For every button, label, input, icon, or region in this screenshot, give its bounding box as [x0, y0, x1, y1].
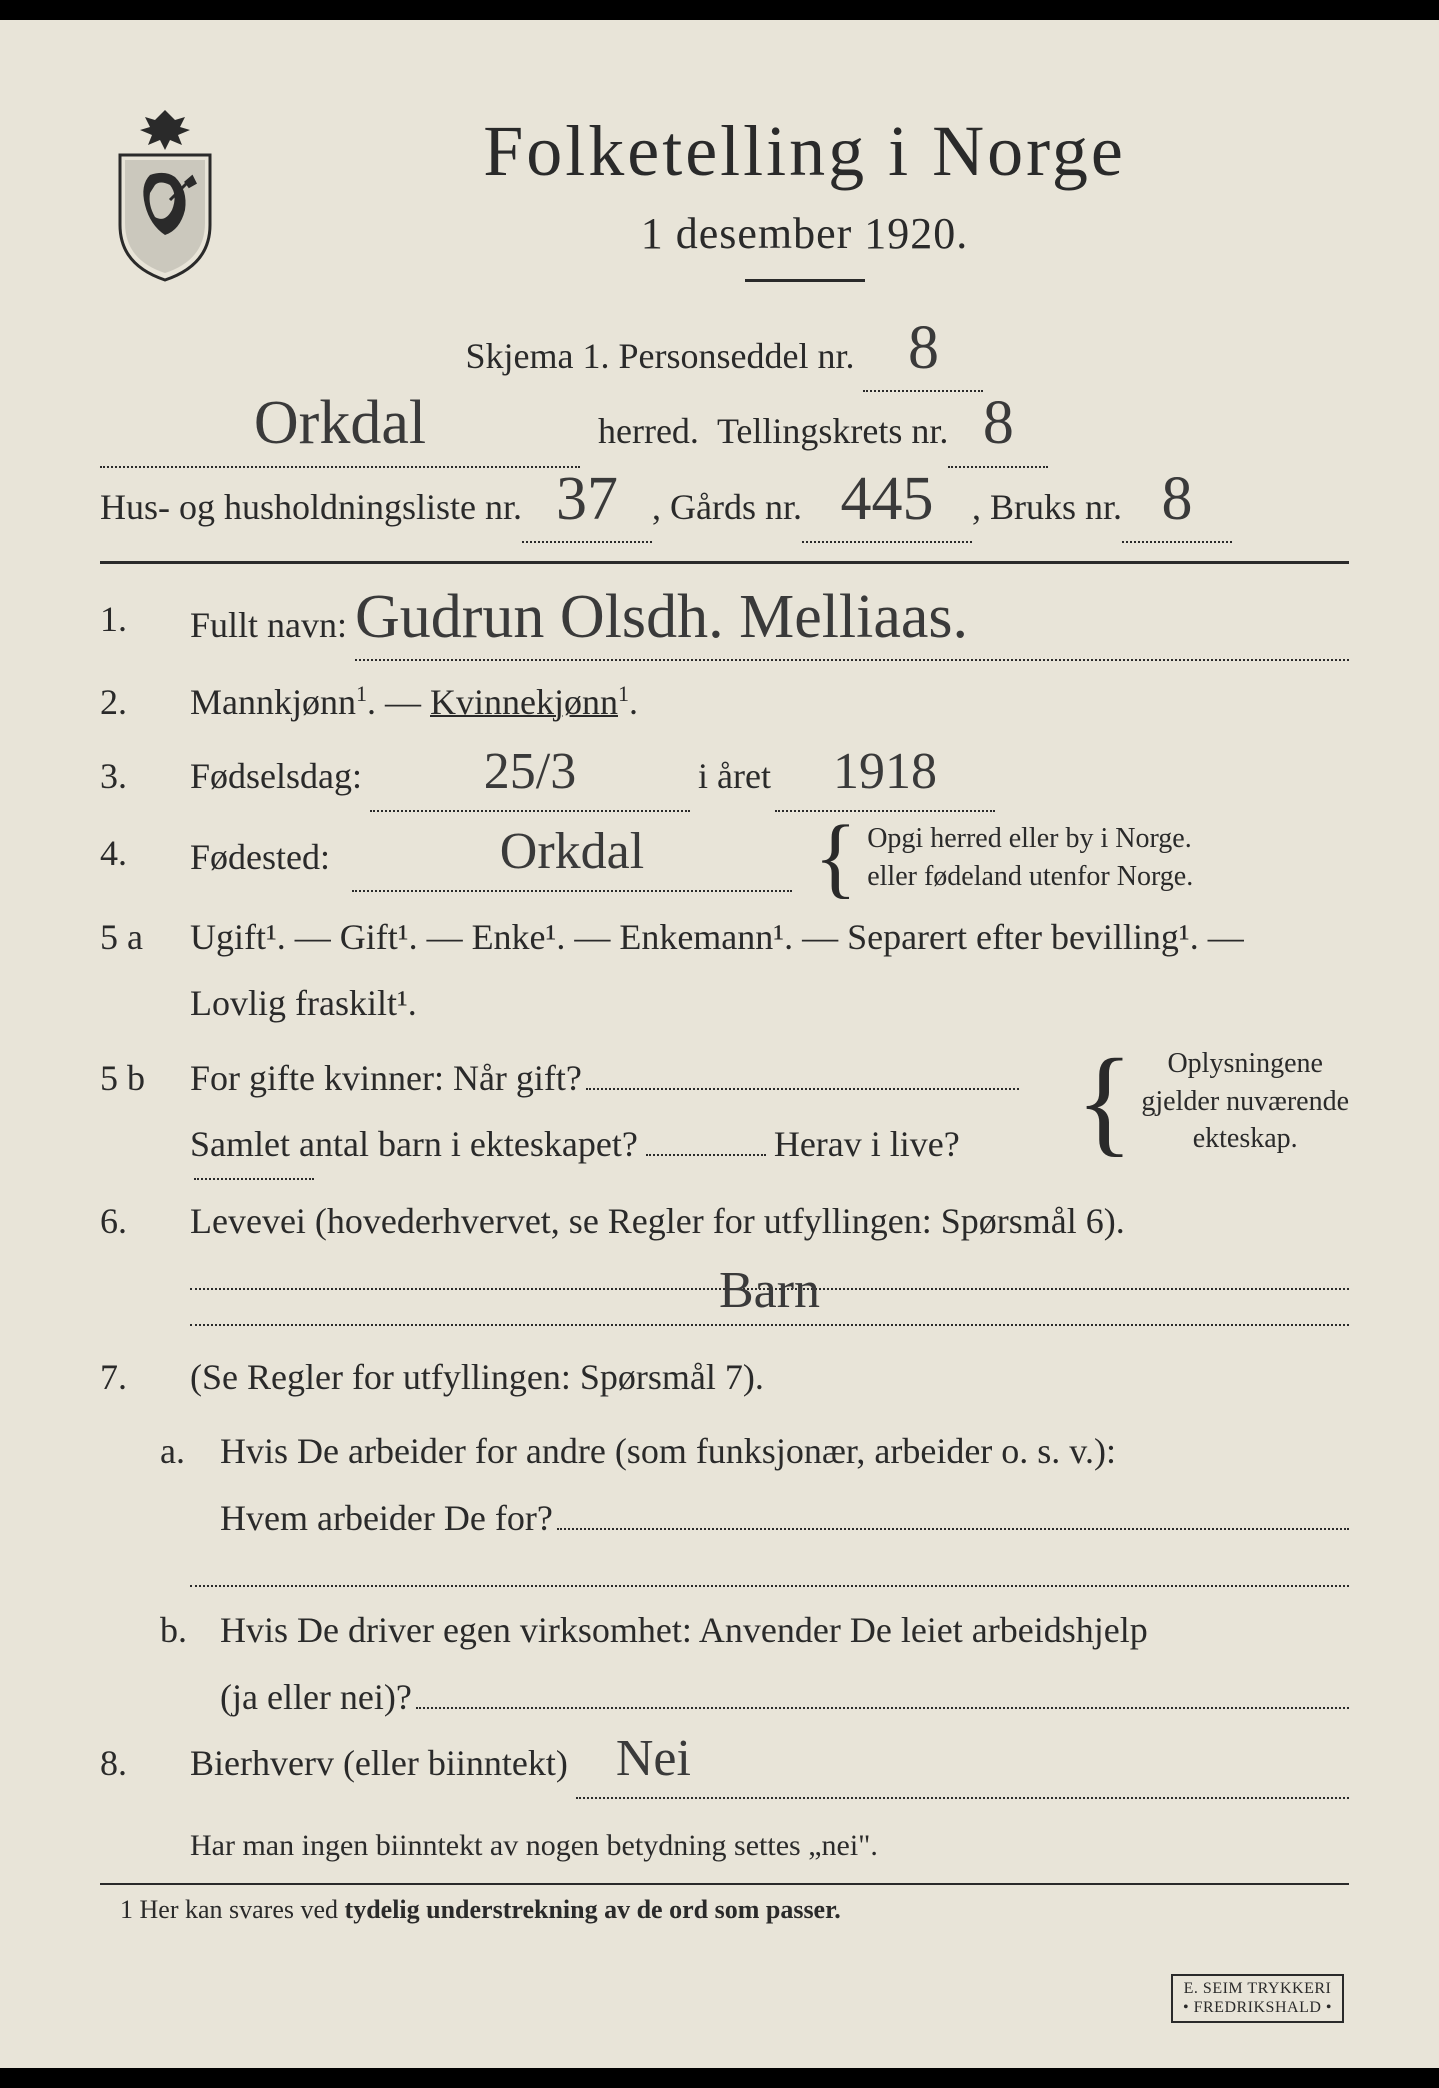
q8-num: 8.	[100, 1730, 190, 1799]
q7a: a. Hvis De arbeider for andre (som funks…	[160, 1418, 1349, 1551]
herred-label: herred.	[598, 397, 699, 465]
q5b-num: 5 b	[100, 1045, 190, 1180]
q4-value: Orkdal	[500, 826, 644, 878]
q5a-text2: Lovlig fraskilt¹.	[190, 983, 417, 1023]
q7-num: 7.	[100, 1344, 190, 1411]
q7a-text1: Hvis De arbeider for andre (som funksjon…	[220, 1431, 1116, 1471]
q6: 6. Levevei (hovederhvervet, se Regler fo…	[100, 1188, 1349, 1255]
q7a-text2: Hvem arbeider De for?	[220, 1485, 553, 1552]
q7b: b. Hvis De driver egen virksomhet: Anven…	[160, 1597, 1349, 1730]
footnote: 1 Her kan svares ved tydelig understrekn…	[120, 1895, 1349, 1925]
q1-value: Gudrun Olsdh. Melliaas.	[355, 586, 968, 648]
title-divider	[745, 279, 865, 282]
hus-label: Hus- og husholdningsliste nr.	[100, 473, 522, 541]
divider-2	[100, 1883, 1349, 1885]
gards-nr: 445	[841, 468, 934, 530]
header: Folketelling i Norge 1 desember 1920.	[100, 90, 1349, 307]
q7a-letter: a.	[160, 1418, 220, 1551]
q5b-l2b: Herav i live?	[774, 1111, 960, 1178]
title-block: Folketelling i Norge 1 desember 1920.	[260, 90, 1349, 307]
printer-stamp: E. SEIM TRYKKERI • FREDRIKSHALD •	[1171, 1974, 1344, 2023]
q5b-l1a: For gifte kvinner: Når gift?	[190, 1045, 582, 1112]
q7b-letter: b.	[160, 1597, 220, 1730]
q5a: 5 a Ugift¹. — Gift¹. — Enke¹. — Enkemann…	[100, 904, 1349, 1037]
meta-line-3: Hus- og husholdningsliste nr. 37 , Gårds…	[100, 468, 1349, 543]
tellingskrets-nr: 8	[983, 392, 1014, 454]
q8-label: Bierhverv (eller biinntekt)	[190, 1730, 568, 1797]
q3-num: 3.	[100, 743, 190, 812]
q7b-text2: (ja eller nei)?	[220, 1664, 412, 1731]
q5b: 5 b For gifte kvinner: Når gift? Samlet …	[100, 1045, 1349, 1180]
q1-num: 1.	[100, 586, 190, 661]
page-subtitle: 1 desember 1920.	[260, 208, 1349, 259]
q8-value: Nei	[616, 1733, 691, 1785]
q2: 2. Mannkjønn1. — Kvinnekjønn1.	[100, 669, 1349, 736]
bruks-nr: 8	[1162, 468, 1193, 530]
q7: 7. (Se Regler for utfyllingen: Spørsmål …	[100, 1344, 1349, 1411]
page-title: Folketelling i Norge	[260, 110, 1349, 193]
q6-value-line: Barn	[190, 1265, 1349, 1291]
q4: 4. Fødested: Orkdal { Opgi herred eller …	[100, 820, 1349, 896]
gards-label: , Gårds nr.	[652, 473, 802, 541]
bruks-label: , Bruks nr.	[972, 473, 1122, 541]
q7b-text1: Hvis De driver egen virksomhet: Anvender…	[220, 1610, 1148, 1650]
q2-num: 2.	[100, 669, 190, 736]
q5b-side-note: { Oplysningene gjelder nuværende ekteska…	[1076, 1045, 1349, 1158]
q2-end: .	[629, 682, 638, 722]
tellingskrets-label: Tellingskrets nr.	[717, 397, 948, 465]
q2-dash: . —	[367, 682, 421, 722]
q1-label: Fullt navn:	[190, 592, 347, 659]
q1: 1. Fullt navn: Gudrun Olsdh. Melliaas.	[100, 586, 1349, 661]
q4-num: 4.	[100, 820, 190, 896]
skjema-label: Skjema 1. Personseddel nr.	[466, 336, 855, 376]
q8: 8. Bierhverv (eller biinntekt) Nei	[100, 1730, 1349, 1799]
q3-mid: i året	[698, 743, 771, 810]
q5b-l2a: Samlet antal barn i ekteskapet?	[190, 1111, 638, 1178]
census-form-page: Folketelling i Norge 1 desember 1920. Sk…	[0, 20, 1439, 2068]
q7a-blank-line	[190, 1561, 1349, 1587]
q4-note: Opgi herred eller by i Norge. eller føde…	[867, 820, 1193, 896]
q6-num: 6.	[100, 1188, 190, 1255]
q5a-text: Ugift¹. — Gift¹. — Enke¹. — Enkemann¹. —…	[190, 917, 1244, 957]
q4-label: Fødested:	[190, 824, 330, 891]
q7-label: (Se Regler for utfyllingen: Spørsmål 7).	[190, 1357, 764, 1397]
q3-day: 25/3	[484, 746, 576, 798]
herred-value: Orkdal	[254, 392, 426, 454]
q6-label: Levevei (hovederhvervet, se Regler for u…	[190, 1201, 1125, 1241]
q3-year: 1918	[833, 746, 937, 798]
meta-line-1: Skjema 1. Personseddel nr. 8	[100, 317, 1349, 392]
q2-mann: Mannkjønn	[190, 682, 356, 722]
personseddel-nr: 8	[908, 317, 939, 379]
brace-icon: {	[814, 822, 857, 894]
coat-of-arms-icon	[100, 105, 230, 285]
meta-line-2: Orkdal herred. Tellingskrets nr. 8	[100, 392, 1349, 467]
hus-nr: 37	[556, 468, 618, 530]
q5a-num: 5 a	[100, 904, 190, 1037]
brace-icon: {	[1076, 1053, 1134, 1149]
divider-1	[100, 561, 1349, 564]
q3: 3. Fødselsdag: 25/3 i året 1918	[100, 743, 1349, 812]
q6-value: Barn	[719, 1265, 820, 1317]
footer-note: Har man ingen biinntekt av nogen betydni…	[190, 1829, 1349, 1863]
q3-label: Fødselsdag:	[190, 743, 362, 810]
q2-kvinne: Kvinnekjønn	[430, 682, 618, 722]
